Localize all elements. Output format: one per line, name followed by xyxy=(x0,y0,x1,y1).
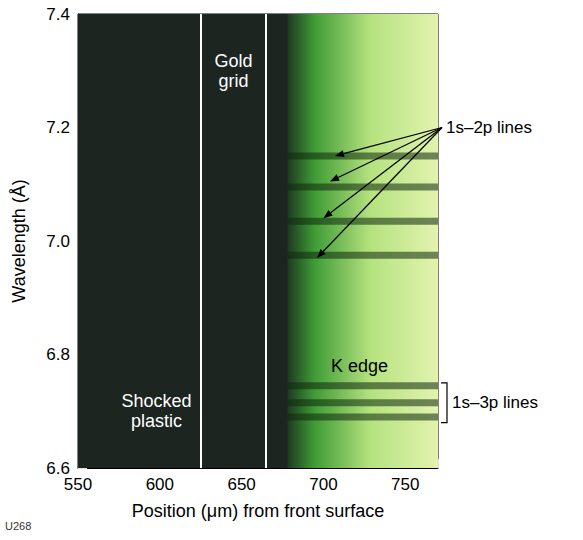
svg-text:plastic: plastic xyxy=(131,411,182,431)
svg-text:650: 650 xyxy=(227,475,255,494)
svg-text:Wavelength (Å): Wavelength (Å) xyxy=(9,179,29,302)
svg-text:1s–2p lines: 1s–2p lines xyxy=(446,118,532,137)
svg-text:Shocked: Shocked xyxy=(122,391,192,411)
svg-text:550: 550 xyxy=(64,475,92,494)
svg-text:7.2: 7.2 xyxy=(46,118,70,137)
svg-text:600: 600 xyxy=(146,475,174,494)
svg-text:K edge: K edge xyxy=(331,356,388,376)
svg-text:Position (μm) from front surfa: Position (μm) from front surface xyxy=(132,501,384,521)
svg-text:7.4: 7.4 xyxy=(46,5,70,24)
svg-text:1s–3p lines: 1s–3p lines xyxy=(452,393,538,412)
svg-text:700: 700 xyxy=(309,475,337,494)
svg-text:U268: U268 xyxy=(5,520,31,532)
svg-text:Gold: Gold xyxy=(214,51,252,71)
svg-text:6.6: 6.6 xyxy=(46,458,70,478)
svg-text:7.0: 7.0 xyxy=(46,232,70,251)
svg-text:grid: grid xyxy=(218,71,248,91)
svg-text:6.8: 6.8 xyxy=(46,345,70,364)
svg-text:750: 750 xyxy=(391,475,419,494)
